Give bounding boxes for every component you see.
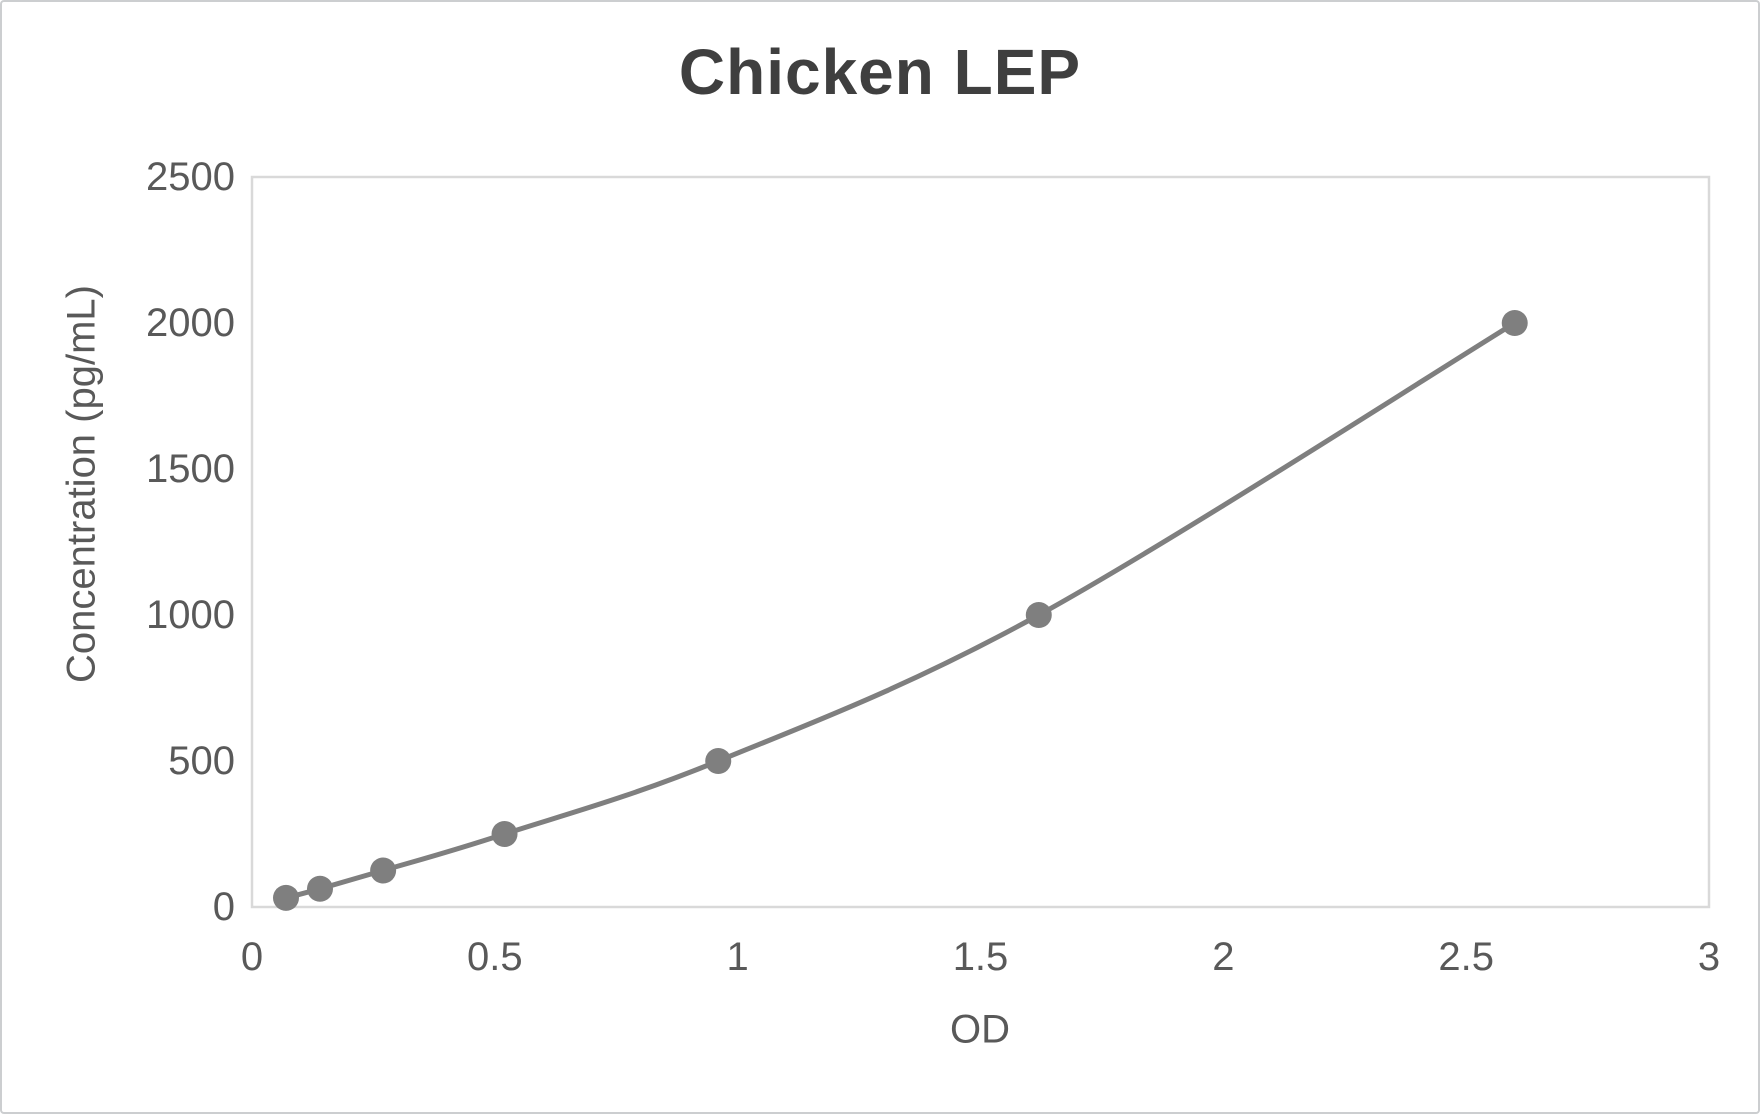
data-point-marker bbox=[705, 748, 732, 774]
x-tick-label: 2.5 bbox=[1438, 935, 1494, 979]
y-tick-label: 500 bbox=[168, 739, 235, 783]
x-axis-title: OD bbox=[950, 1007, 1010, 1052]
plot-border bbox=[250, 175, 1711, 909]
y-tick-label: 2500 bbox=[146, 155, 235, 199]
standard-curve-line bbox=[283, 320, 1518, 901]
data-point-marker bbox=[1025, 602, 1052, 628]
y-tick-label: 0 bbox=[213, 885, 235, 929]
x-tick-label: 0 bbox=[241, 935, 263, 979]
data-point-marker bbox=[306, 875, 333, 902]
data-point-marker bbox=[370, 857, 397, 884]
y-tick-label: 2000 bbox=[146, 301, 235, 345]
y-tick-label: 1000 bbox=[146, 593, 235, 637]
chart-title: Chicken LEP bbox=[678, 36, 1082, 108]
data-point-marker bbox=[491, 821, 518, 847]
y-tick-label: 1500 bbox=[146, 447, 235, 491]
x-tick-label: 0.5 bbox=[467, 935, 523, 979]
data-point-marker bbox=[272, 884, 299, 911]
x-tick-label: 3 bbox=[1698, 935, 1720, 979]
x-tick-label: 1 bbox=[727, 935, 749, 979]
x-tick-label: 1.5 bbox=[953, 935, 1009, 979]
x-tick-label: 2 bbox=[1212, 935, 1234, 979]
data-point-marker bbox=[1501, 310, 1528, 336]
